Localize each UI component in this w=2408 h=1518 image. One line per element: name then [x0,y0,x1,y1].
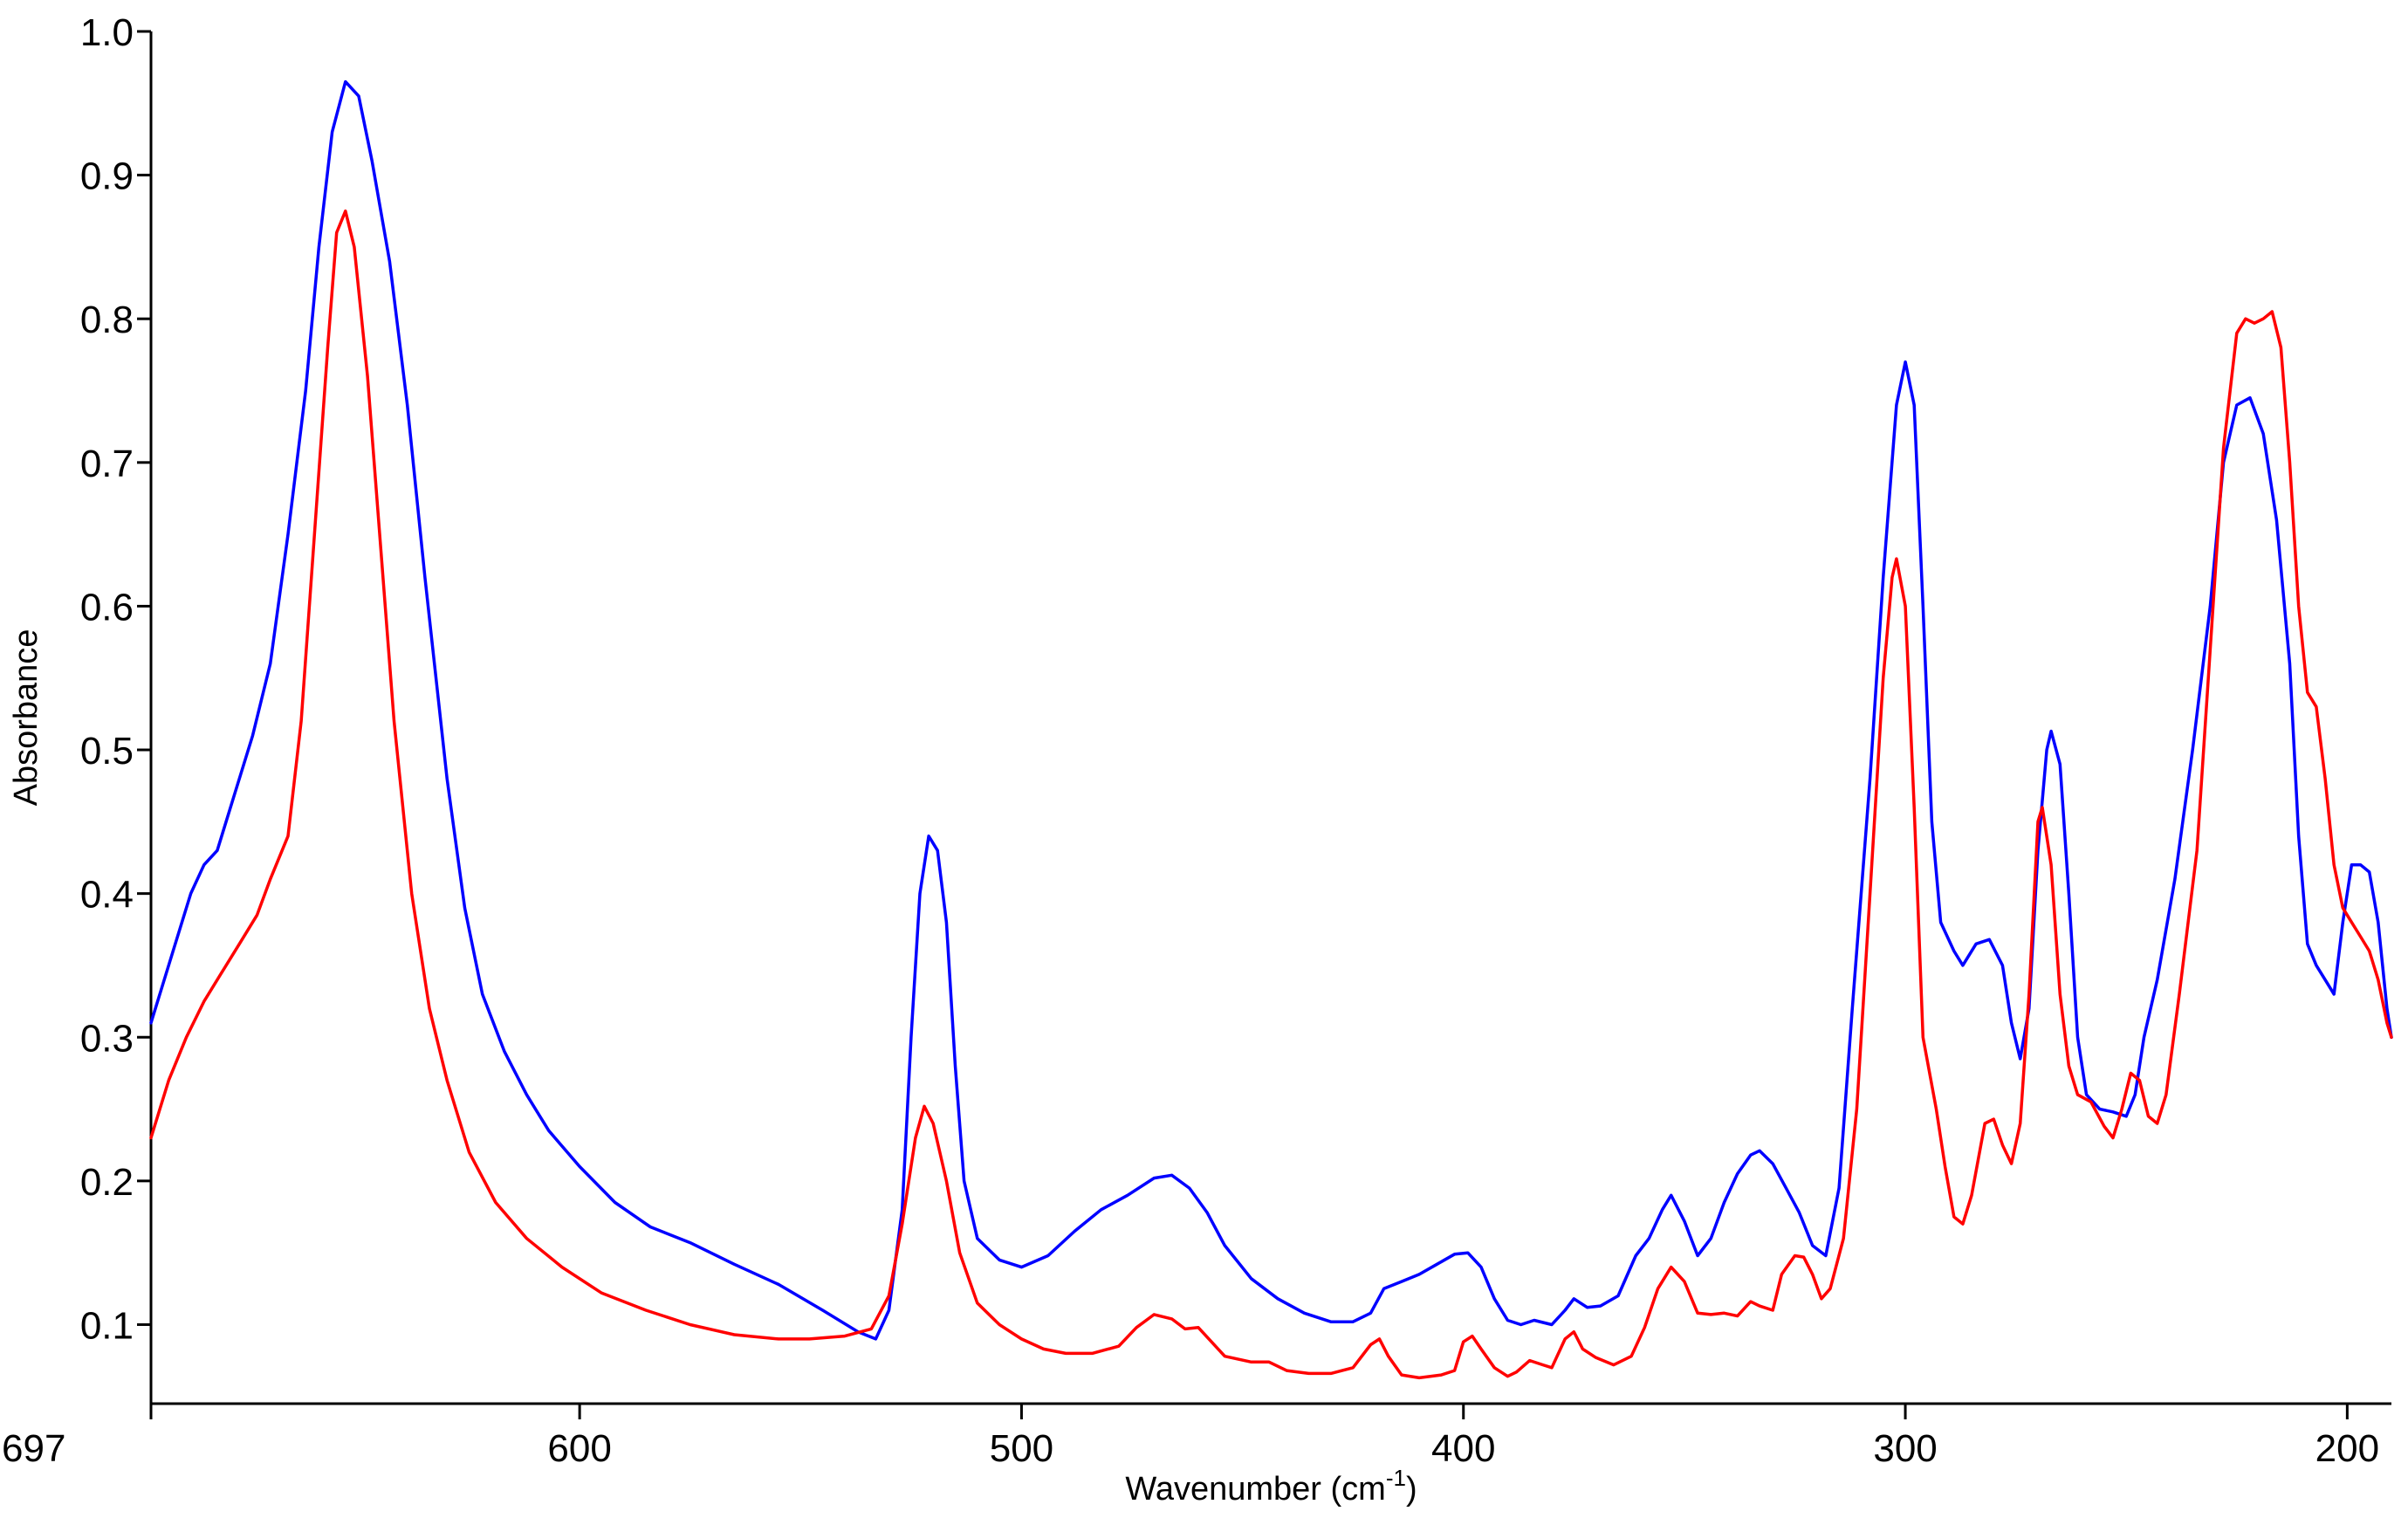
x-tick-label: 500 [990,1427,1053,1470]
x-tick-label: 200 [2315,1427,2379,1470]
y-tick-label: 0.9 [80,155,134,198]
y-tick-label: 0.2 [80,1161,134,1204]
x-tick-label: 300 [1873,1427,1937,1470]
y-axis-title: Absorbance [8,629,45,807]
y-tick-label: 0.3 [80,1017,134,1060]
x-tick-label: 697 [2,1427,65,1470]
y-tick-label: 1.0 [80,11,134,54]
x-axis-title-text: Wavenumber (cm [1125,1471,1385,1508]
axes: 697 600 500 400 300 200 0.1 0.2 0.3 0.4 0.5 0.6 0.7… [2,11,2391,1470]
x-axis-title: Wavenumber (cm-1) [1125,1465,1417,1508]
x-tick-label: 400 [1431,1427,1495,1470]
series-layer [149,79,2393,1380]
x-axis-ticks: 697 600 500 400 300 200 [2,1404,2379,1470]
x-axis-title-end: ) [1406,1471,1417,1508]
y-axis-ticks: 0.1 0.2 0.3 0.4 0.5 0.6 0.7 0.8 0.9 1.0 [80,11,151,1347]
y-tick-label: 0.6 [80,586,134,628]
x-tick-label: 600 [547,1427,611,1470]
y-tick-label: 0.5 [80,730,134,773]
x-axis-title-superscript: -1 [1386,1465,1406,1491]
blue-spectrum-line [149,79,2393,1341]
y-tick-label: 0.8 [80,299,134,341]
red-spectrum-line [149,209,2393,1380]
y-tick-label: 0.7 [80,443,134,485]
y-tick-label: 0.1 [80,1304,134,1347]
y-tick-label: 0.4 [80,874,134,917]
